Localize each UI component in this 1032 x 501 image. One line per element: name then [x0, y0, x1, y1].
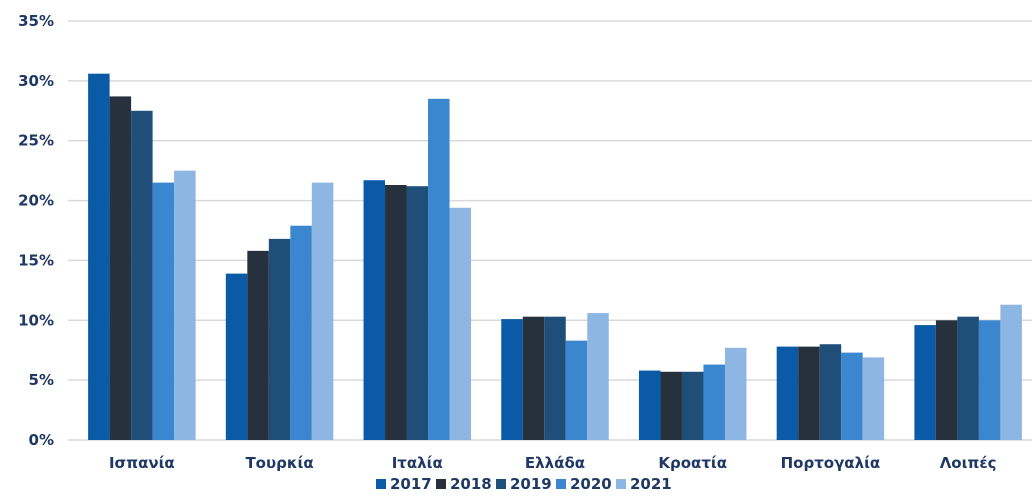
bar	[544, 316, 566, 440]
legend-swatch	[556, 479, 566, 489]
bar	[449, 207, 472, 440]
legend-swatch	[496, 479, 506, 489]
y-tick-label: 20%	[18, 192, 54, 210]
bar	[225, 273, 248, 440]
bar	[311, 182, 334, 440]
bar	[131, 110, 153, 441]
bar	[88, 73, 110, 440]
bar	[798, 346, 820, 440]
bar	[914, 325, 936, 440]
bar	[385, 185, 407, 440]
bar	[703, 364, 725, 440]
x-category-label: Ελλάδα	[525, 454, 585, 472]
y-tick-label: 10%	[18, 311, 54, 329]
bar	[862, 357, 885, 440]
bar	[587, 313, 609, 440]
legend-label: 2019	[510, 475, 552, 493]
bar	[660, 371, 682, 440]
bar	[638, 370, 661, 440]
x-category-label: Ιταλία	[392, 454, 443, 472]
y-tick-label: 25%	[18, 132, 54, 150]
bar	[247, 250, 269, 440]
bar	[406, 186, 429, 440]
bars	[88, 73, 1022, 441]
bar	[978, 320, 1001, 440]
legend: 2017 2018 2019 2020 2021	[376, 475, 672, 493]
bar	[109, 96, 132, 441]
bar	[1000, 304, 1022, 440]
y-tick-label: 5%	[29, 371, 54, 389]
x-category-label: Τουρκία	[245, 454, 313, 472]
bar	[268, 238, 291, 440]
bar	[501, 319, 523, 440]
bar	[174, 170, 196, 440]
legend-label: 2020	[570, 475, 612, 493]
bar	[681, 371, 704, 440]
x-category-label: Λοιπές	[940, 454, 997, 472]
x-category-label: Πορτογαλία	[781, 454, 881, 472]
y-tick-label: 0%	[29, 431, 54, 449]
bar	[290, 225, 312, 440]
legend-label: 2017	[390, 475, 432, 493]
bar	[957, 316, 979, 440]
bar	[522, 316, 545, 440]
bar	[428, 98, 450, 441]
bar	[152, 182, 175, 440]
legend-swatch	[376, 479, 386, 489]
y-tick-label: 30%	[18, 72, 54, 90]
legend-label: 2021	[630, 475, 672, 493]
bar	[819, 344, 842, 440]
bar	[565, 340, 588, 440]
y-tick-label: 35%	[18, 12, 54, 30]
bar	[776, 346, 799, 440]
legend-swatch	[616, 479, 626, 489]
bar	[724, 347, 747, 440]
y-tick-label: 15%	[18, 251, 54, 269]
bar	[363, 180, 386, 440]
y-axis-tick-labels: 0% 5% 10% 15% 20% 25% 30% 35%	[18, 12, 54, 449]
bar	[935, 320, 958, 440]
x-category-label: Ισπανία	[109, 454, 175, 472]
legend-swatch	[436, 479, 446, 489]
x-category-label: Κροατία	[658, 454, 727, 472]
x-axis-category-labels: Ισπανία Τουρκία Ιταλία Ελλάδα Κροατία Πορτογα…	[109, 454, 997, 472]
bar	[841, 352, 863, 440]
legend-label: 2018	[450, 475, 492, 493]
